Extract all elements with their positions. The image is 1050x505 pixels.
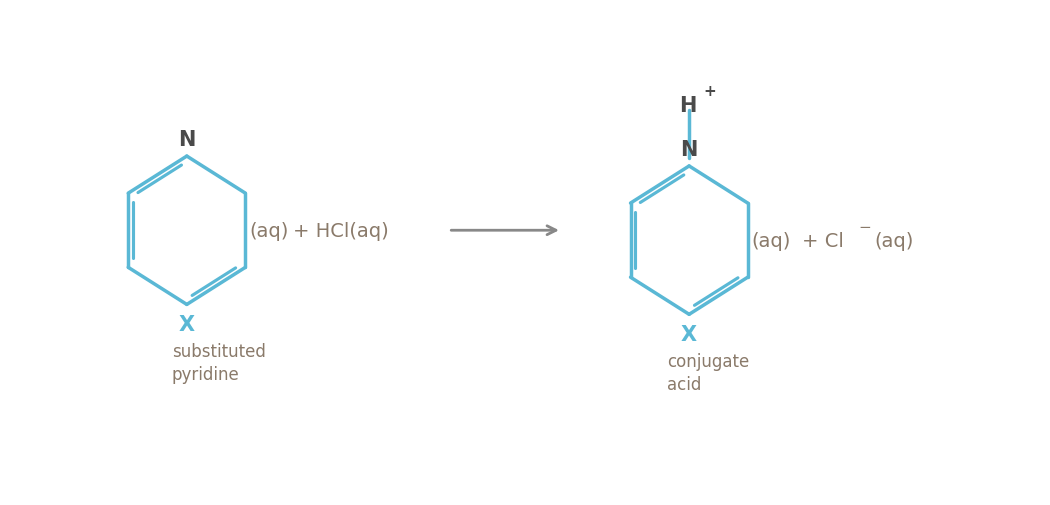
Text: + HCl(aq): + HCl(aq) (293, 221, 388, 240)
Text: X: X (681, 325, 697, 344)
Text: N: N (178, 130, 195, 150)
Text: + Cl: + Cl (802, 231, 844, 250)
Text: N: N (680, 140, 698, 160)
Text: +: + (704, 84, 716, 99)
Text: −: − (858, 219, 870, 234)
Text: (aq): (aq) (874, 231, 914, 250)
Text: substituted
pyridine: substituted pyridine (172, 342, 266, 383)
Text: H: H (679, 95, 697, 116)
Text: (aq): (aq) (752, 231, 791, 250)
Text: X: X (178, 315, 195, 335)
Text: conjugate
acid: conjugate acid (667, 352, 750, 393)
Text: (aq): (aq) (249, 221, 289, 240)
